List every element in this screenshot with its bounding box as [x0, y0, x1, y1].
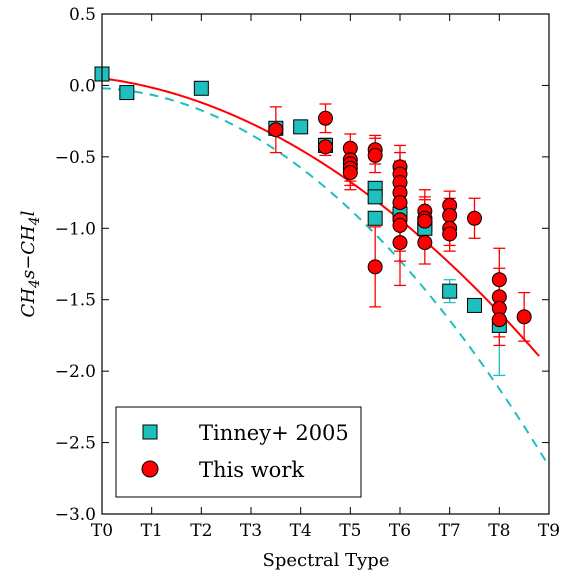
y-tick-label: −0.5 — [55, 148, 96, 168]
point-tinney — [119, 85, 135, 101]
plot-frame — [101, 13, 550, 515]
point-this-work — [442, 226, 458, 242]
point-tinney — [442, 283, 458, 299]
point-this-work — [367, 147, 383, 163]
point-this-work — [491, 312, 507, 328]
legend-marker-this-work — [141, 460, 159, 478]
y-tick-label: −1.5 — [55, 291, 96, 311]
fit-curve-tinney — [102, 87, 549, 467]
axis-ticks: T0 T1 T2 T3 T4 T5 T6 T7 T8 T9 0.5 0.0 −0.5 −1.0 −1.5 −2… — [55, 5, 560, 541]
legend-frame — [115, 406, 362, 498]
y-tick-label: 0.5 — [69, 5, 96, 25]
point-this-work — [516, 309, 532, 325]
x-tick-label: T2 — [190, 521, 212, 541]
y-tick-label: −2.0 — [55, 362, 96, 382]
point-this-work — [392, 235, 408, 251]
legend-label-tinney: Tinney+ 2005 — [199, 421, 349, 445]
y-axis-label: CH4s−CH4l — [18, 210, 43, 317]
point-tinney — [193, 80, 209, 96]
point-tinney — [293, 119, 309, 135]
x-tick-label: T5 — [339, 521, 361, 541]
point-this-work — [467, 210, 482, 226]
point-this-work — [417, 213, 433, 229]
y-tick-label: −3.0 — [55, 505, 96, 525]
point-this-work — [442, 207, 458, 223]
point-tinney — [467, 297, 482, 313]
x-tick-label: T0 — [91, 521, 113, 541]
x-tick-label: T4 — [290, 521, 312, 541]
point-tinney — [367, 189, 383, 205]
legend-marker-tinney — [142, 424, 158, 440]
x-tick-label: T9 — [538, 521, 560, 541]
point-this-work — [491, 272, 507, 288]
point-this-work — [392, 195, 408, 211]
x-tick-label: T3 — [240, 521, 262, 541]
point-this-work — [392, 217, 408, 233]
data-points — [94, 66, 532, 333]
point-tinney — [367, 210, 383, 226]
x-tick-label: T8 — [488, 521, 510, 541]
fit-curves — [102, 77, 549, 467]
point-this-work — [342, 165, 358, 181]
point-this-work — [268, 122, 284, 138]
point-this-work — [367, 259, 383, 275]
x-tick-label: T6 — [389, 521, 411, 541]
y-tick-label: 0.0 — [69, 76, 96, 96]
point-this-work — [417, 235, 433, 251]
y-tick-label: −2.5 — [55, 434, 96, 454]
x-tick-label: T7 — [439, 521, 461, 541]
x-tick-label: T1 — [141, 521, 163, 541]
x-axis-label: Spectral Type — [263, 550, 390, 571]
point-this-work — [318, 110, 333, 126]
y-tick-label: −1.0 — [55, 219, 96, 239]
fit-curve-this-work — [102, 77, 540, 357]
legend: Tinney+ 2005 This work — [115, 406, 362, 498]
legend-label-this-work: This work — [199, 458, 304, 482]
point-this-work — [318, 139, 333, 155]
